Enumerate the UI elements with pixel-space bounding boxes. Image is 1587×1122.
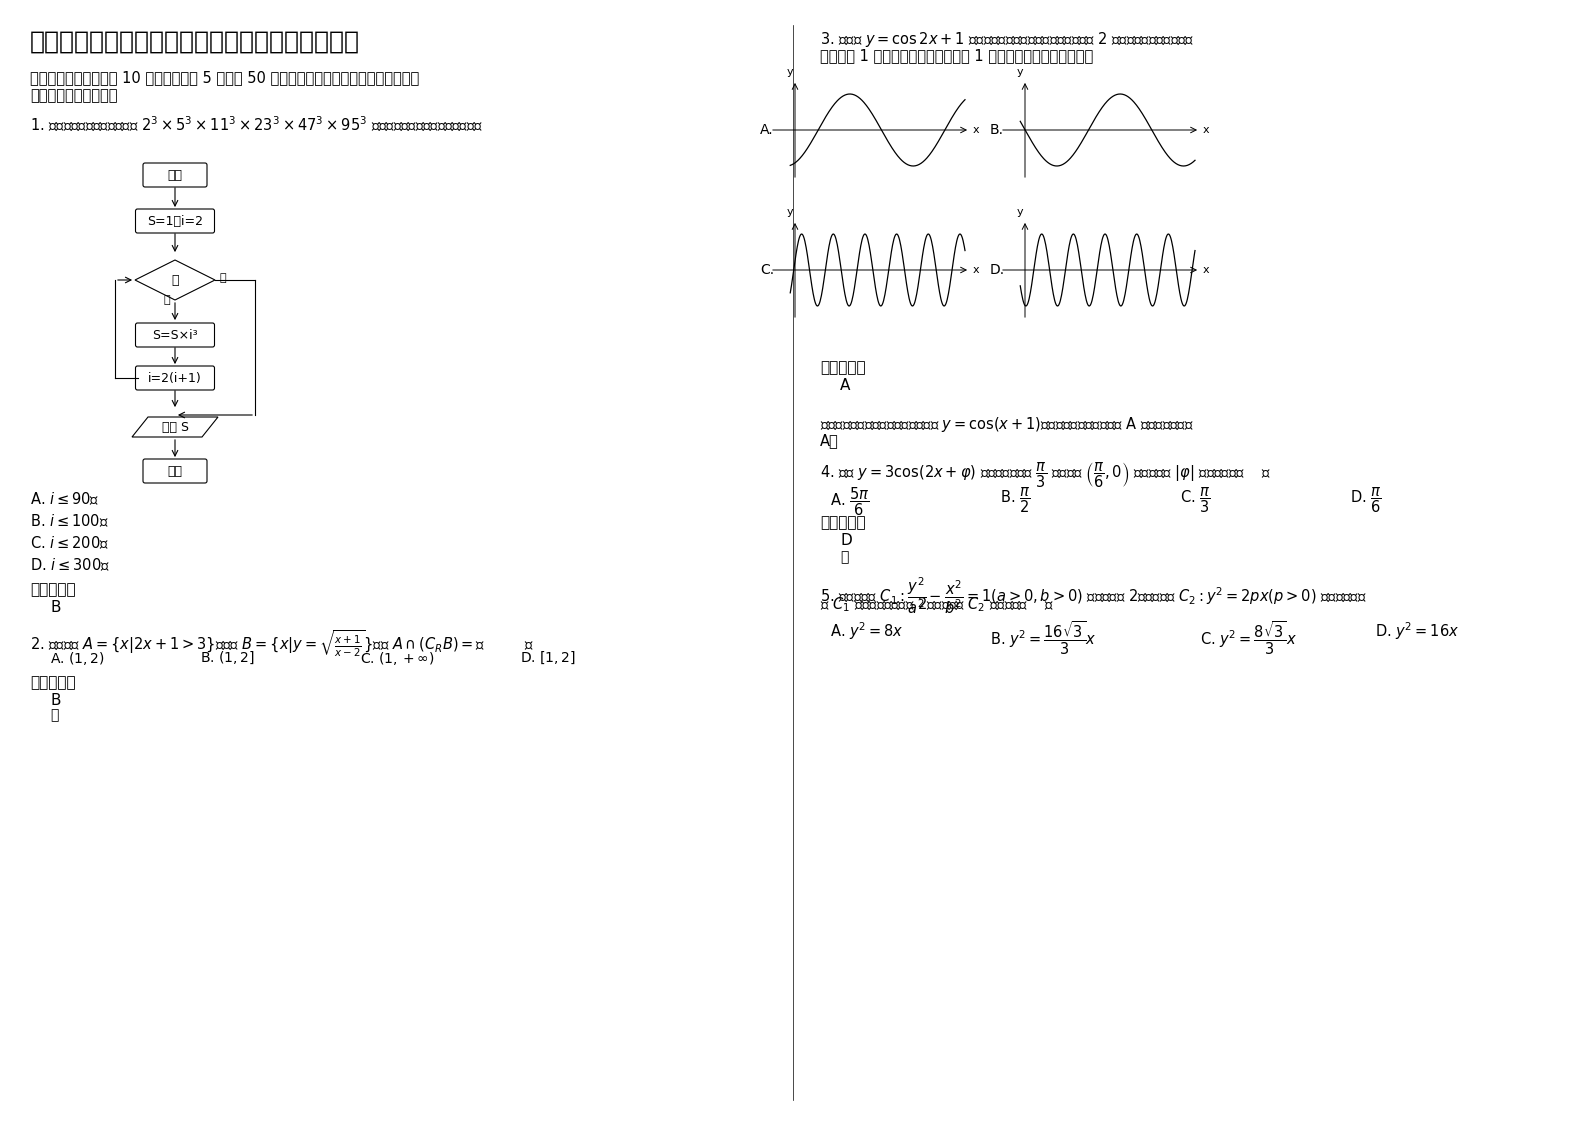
Text: B: B (51, 600, 60, 615)
Text: y: y (787, 206, 794, 217)
Text: B. $(1,2]$: B. $(1,2]$ (200, 650, 256, 666)
Polygon shape (135, 260, 214, 300)
Text: C. $y^2=\dfrac{8\sqrt{3}}{3}x$: C. $y^2=\dfrac{8\sqrt{3}}{3}x$ (1200, 620, 1298, 657)
Text: C. $\dfrac{\pi}{3}$: C. $\dfrac{\pi}{3}$ (1181, 485, 1211, 515)
Text: 参考答案：: 参考答案： (820, 515, 865, 530)
Text: B.: B. (990, 123, 1005, 137)
Text: x: x (973, 125, 979, 135)
Text: x: x (1203, 125, 1209, 135)
FancyBboxPatch shape (135, 323, 214, 347)
Text: 线 $C_1$ 的准近线的距离是 2，则抛物线 $C_2$ 的方程是（    ）: 线 $C_1$ 的准近线的距离是 2，则抛物线 $C_2$ 的方程是（ ） (820, 595, 1054, 614)
Text: 四川省绵阳市民族中学高三数学理期末试题含解析: 四川省绵阳市民族中学高三数学理期末试题含解析 (30, 30, 360, 54)
Text: D. $[1,2]$: D. $[1,2]$ (521, 650, 576, 666)
Text: A: A (840, 378, 851, 393)
FancyBboxPatch shape (135, 366, 214, 390)
Text: C.: C. (760, 263, 774, 277)
Text: 略: 略 (840, 550, 849, 564)
Text: D. $y^2=16x$: D. $y^2=16x$ (1374, 620, 1460, 642)
FancyBboxPatch shape (143, 459, 206, 482)
Text: 一、选择题：本大题共 10 小题，每小题 5 分，共 50 分。在每小题给出的四个选项中，只有: 一、选择题：本大题共 10 小题，每小题 5 分，共 50 分。在每小题给出的四… (30, 70, 419, 85)
Text: 是一个符合题目要求的: 是一个符合题目要求的 (30, 88, 117, 103)
Text: 根据题目设条件得到变化后的函数为 $y=\cos(x+1)$，结合函数图象可知选项 A 符合要求。故选: 根据题目设条件得到变化后的函数为 $y=\cos(x+1)$，结合函数图象可知选… (820, 415, 1193, 434)
Text: D.: D. (990, 263, 1005, 277)
Text: 略: 略 (51, 708, 59, 721)
Text: C. $(1,+\infty)$: C. $(1,+\infty)$ (360, 650, 435, 666)
Text: i=2(i+1): i=2(i+1) (148, 371, 202, 385)
Text: ？: ？ (171, 274, 179, 286)
Text: C. $i\leq200$？: C. $i\leq200$？ (30, 534, 110, 551)
Text: A. $\dfrac{5\pi}{6}$: A. $\dfrac{5\pi}{6}$ (830, 485, 870, 517)
Text: y: y (1017, 67, 1024, 77)
Text: 5. 已知双曲线 $C_1:\dfrac{y^2}{a^2}-\dfrac{x^2}{b^2}=1(a>0,b>0)$ 的离心率为 2，若抛物线 $C_2:y^: 5. 已知双曲线 $C_1:\dfrac{y^2}{a^2}-\dfrac{x^… (820, 574, 1366, 616)
Text: 输出 S: 输出 S (162, 421, 189, 433)
Text: 否: 否 (221, 273, 227, 283)
Text: S=1，i=2: S=1，i=2 (148, 214, 203, 228)
Text: D. $i\leq300$？: D. $i\leq300$？ (30, 557, 110, 572)
Text: 向左平移 1 个单位长度，再向下平移 1 个单位长度，得到的图像是: 向左平移 1 个单位长度，再向下平移 1 个单位长度，得到的图像是 (820, 48, 1093, 63)
Text: A。: A。 (820, 433, 840, 448)
Text: y: y (1017, 206, 1024, 217)
Text: S=S×i³: S=S×i³ (152, 329, 198, 341)
Text: D. $\dfrac{\pi}{6}$: D. $\dfrac{\pi}{6}$ (1351, 485, 1382, 515)
FancyBboxPatch shape (135, 209, 214, 233)
Text: y: y (787, 67, 794, 77)
Text: A. $y^2=8x$: A. $y^2=8x$ (830, 620, 903, 642)
Text: B. $i\leq100$？: B. $i\leq100$？ (30, 512, 110, 528)
Text: x: x (973, 265, 979, 275)
Text: A.: A. (760, 123, 773, 137)
Text: A. $(1,2)$: A. $(1,2)$ (51, 650, 105, 666)
Text: 参考答案：: 参考答案： (30, 675, 76, 690)
Text: B. $\dfrac{\pi}{2}$: B. $\dfrac{\pi}{2}$ (1000, 485, 1030, 515)
Text: 结束: 结束 (168, 465, 183, 478)
Text: 参考答案：: 参考答案： (820, 360, 865, 375)
Polygon shape (132, 417, 217, 436)
Text: 3. 把函数 $y=\cos2x+1$ 的图象上所有点的横坐标伸长到原来的 2 倍（纵坐标不变），然后: 3. 把函数 $y=\cos2x+1$ 的图象上所有点的横坐标伸长到原来的 2 … (820, 30, 1195, 49)
Text: 4. 函数 $y=3\cos(2x+\varphi)$ 的图像向右平移 $\dfrac{\pi}{3}$ 后关于点 $\left(\dfrac{\pi}{6},: 4. 函数 $y=3\cos(2x+\varphi)$ 的图像向右平移 $\df… (820, 460, 1271, 489)
Text: 2. 已知集合 $A=\{x|2x+1>3\}$，集合 $B=\{x|y=\sqrt{\frac{x+1}{x-2}}\}$，则 $A\cap(C_RB)=$（: 2. 已知集合 $A=\{x|2x+1>3\}$，集合 $B=\{x|y=\sq… (30, 628, 535, 659)
Text: B: B (51, 693, 60, 708)
Text: 参考答案：: 参考答案： (30, 582, 76, 597)
Text: A. $i\leq90$？: A. $i\leq90$？ (30, 490, 100, 507)
Text: 是: 是 (163, 295, 170, 305)
Text: B. $y^2=\dfrac{16\sqrt{3}}{3}x$: B. $y^2=\dfrac{16\sqrt{3}}{3}x$ (990, 620, 1097, 657)
Text: 1. 右面的程序框图表示求式子 $2^3\times5^3\times11^3\times23^3\times47^3\times95^3$ 的值，则判断框内可: 1. 右面的程序框图表示求式子 $2^3\times5^3\times11^3\… (30, 114, 482, 135)
Text: 开始: 开始 (168, 168, 183, 182)
Text: D: D (840, 533, 852, 548)
Text: x: x (1203, 265, 1209, 275)
FancyBboxPatch shape (143, 163, 206, 187)
